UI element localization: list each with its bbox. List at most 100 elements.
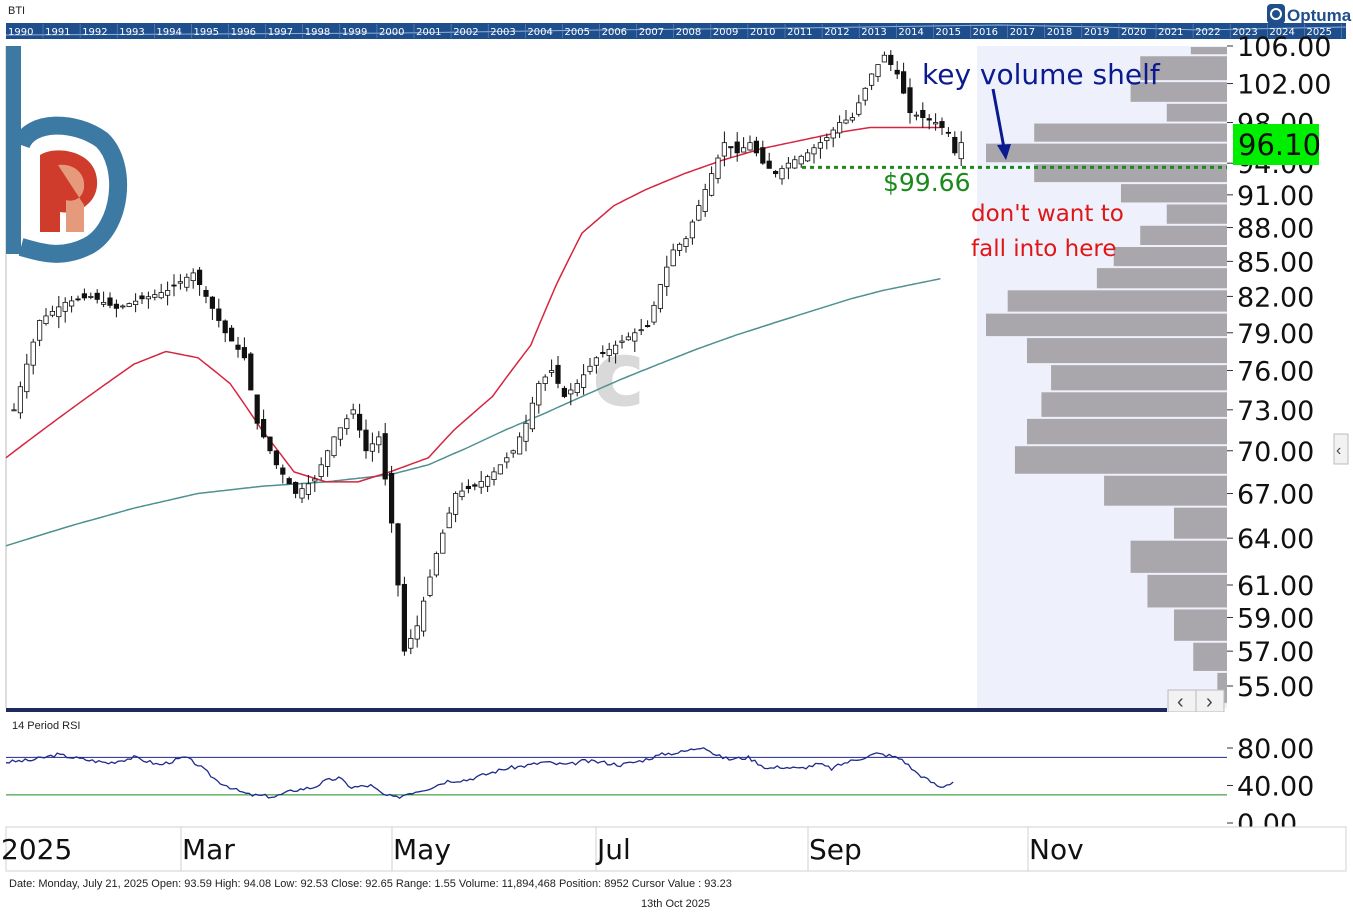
candle-body [139,295,145,300]
overview-year-label[interactable]: 2014 [898,27,923,38]
candle-body [369,443,376,452]
candle-body [536,383,542,406]
candle-body [529,402,536,430]
candle-body [235,344,241,350]
candle-body [248,353,254,391]
scroll-controls[interactable]: ‹ › [1167,689,1225,713]
candle-body [638,329,644,332]
overview-strip-background [6,23,1346,39]
candle-body [683,238,689,247]
volume-profile-bar [1104,475,1227,506]
candle-body [805,152,811,162]
volume-profile-bar [1007,290,1227,312]
overview-year-label[interactable]: 2023 [1232,27,1257,38]
overview-year-label[interactable]: 2018 [1047,27,1072,38]
overview-year-label[interactable]: 1994 [156,27,181,38]
scroll-right-button[interactable]: › [1206,691,1213,713]
price-axis-label: 67.00 [1237,479,1314,510]
candle-body [203,289,209,297]
overview-year-label[interactable]: 1995 [194,27,219,38]
overview-year-label[interactable]: 2005 [565,27,590,38]
overview-year-label[interactable]: 2004 [527,27,552,38]
overview-year-label[interactable]: 1992 [82,27,107,38]
volume-profile-bar [1190,47,1227,55]
overview-year-label[interactable]: 2006 [602,27,627,38]
overview-year-label[interactable]: 2000 [379,27,404,38]
volume-profile-bar [1130,82,1227,102]
candle-body [709,173,715,196]
candle-body [350,409,356,415]
candle-body [958,142,964,160]
time-axis-label: Nov [1029,833,1084,866]
overview-year-label[interactable]: 2012 [824,27,849,38]
overview-year-label[interactable]: 1998 [305,27,330,38]
overview-year-label[interactable]: 2020 [1121,27,1146,38]
side-panel-toggle[interactable]: ‹ [1333,433,1349,465]
candle-body [837,122,843,134]
candle-body [408,638,414,649]
candle-body [849,117,856,121]
volume-profile-bar [1051,365,1227,391]
warning-annotation-line2: fall into here [971,236,1116,262]
candle-body [69,300,75,307]
candle-body [696,205,702,221]
overview-year-label[interactable]: 2021 [1158,27,1183,38]
overview-year-label[interactable]: 2002 [453,27,478,38]
overview-year-label[interactable]: 2008 [676,27,701,38]
volume-profile-bar [1026,418,1227,445]
candle-body [388,472,395,524]
overview-year-label[interactable]: 1991 [45,27,70,38]
candle-body [677,243,683,251]
overview-year-label[interactable]: 1997 [268,27,293,38]
overview-year-label[interactable]: 2017 [1010,27,1035,38]
volume-profile-bar [1147,574,1227,608]
panel-separator[interactable] [6,708,1167,712]
rsi-axis-label: 80.00 [1237,734,1314,765]
overview-year-label[interactable]: 1990 [8,27,33,38]
candle-body [561,387,568,397]
scroll-left-button[interactable]: ‹ [1177,691,1184,713]
overview-year-label[interactable]: 2024 [1269,27,1294,38]
candle-body [241,347,247,359]
overview-year-label[interactable]: 1996 [231,27,256,38]
overview-year-label[interactable]: 2022 [1195,27,1220,38]
overview-year-label[interactable]: 2001 [416,27,441,38]
candle-body [126,303,132,307]
side-toggle-button[interactable]: ‹ [1336,442,1341,459]
volume-shelf-arrow [991,88,1011,160]
candle-body [427,576,433,596]
overview-year-label[interactable]: 2010 [750,27,775,38]
volume-profile-bar [1096,268,1227,289]
overview-strip[interactable]: 1990 1991 1992 1993 1994 1995 1996 1997 1998 1999… [5,23,1347,39]
candle-body [305,483,312,495]
price-axis-label: 55.00 [1237,672,1314,703]
candle-body [600,351,606,354]
candle-body [689,221,696,239]
chart-date-label: 13th Oct 2025 [641,898,711,910]
overview-year-label[interactable]: 2013 [861,27,886,38]
overview-year-label[interactable]: 2003 [490,27,515,38]
overview-year-label[interactable]: 2015 [936,27,961,38]
candle-body [497,464,504,475]
overview-year-label[interactable]: 2007 [639,27,664,38]
volume-profile-bar [1026,338,1227,364]
price-axis-label: 73.00 [1237,396,1314,427]
overview-year-label[interactable]: 1993 [119,27,144,38]
candle-body [798,155,804,165]
volume-profile-bar [986,143,1227,163]
candle-body [75,298,81,301]
candle-body [760,147,766,164]
last-price-value: 96.10 [1238,128,1321,162]
overview-year-label[interactable]: 2025 [1307,27,1332,38]
overview-year-label[interactable]: 2019 [1084,27,1109,38]
overview-year-label[interactable]: 2016 [973,27,998,38]
candle-body [753,140,760,154]
overview-year-label[interactable]: 2011 [787,27,812,38]
price-axis-label: 91.00 [1237,181,1314,212]
overview-year-label[interactable]: 1999 [342,27,367,38]
candle-body [312,478,318,482]
overview-year-label[interactable]: 2009 [713,27,738,38]
